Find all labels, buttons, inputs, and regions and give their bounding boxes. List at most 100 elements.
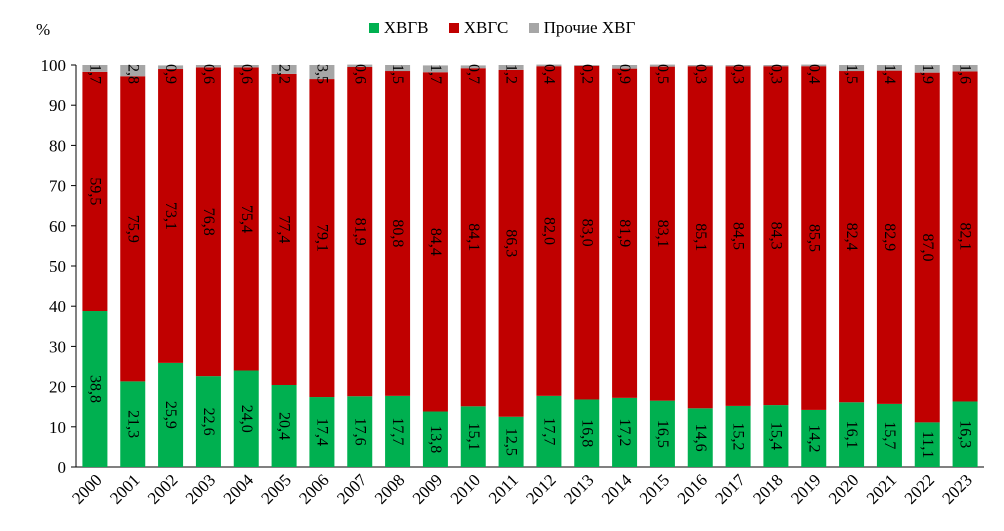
data-label: 3,5 xyxy=(313,64,330,84)
data-label: 14,6 xyxy=(692,424,709,452)
bar-segment-1 xyxy=(347,67,373,397)
data-label: 75,9 xyxy=(124,215,141,243)
data-label: 2,2 xyxy=(276,64,293,84)
data-label: 81,9 xyxy=(616,219,633,247)
bar-segment-2 xyxy=(952,65,978,72)
bar-segment-1 xyxy=(801,66,827,410)
y-tick-label: 80 xyxy=(49,136,66,155)
bar-segment-2 xyxy=(612,65,638,69)
x-tick-label: 2018 xyxy=(749,470,786,507)
data-label: 81,9 xyxy=(351,218,368,246)
legend-swatch-1 xyxy=(448,23,459,33)
bar-segment-1 xyxy=(385,71,411,396)
data-label: 87,0 xyxy=(919,234,936,262)
data-label: 83,1 xyxy=(654,220,671,248)
bar-segment-0 xyxy=(233,370,259,467)
bar-segment-0 xyxy=(725,405,751,467)
bar-segment-0 xyxy=(271,384,297,467)
data-label: 38,8 xyxy=(86,375,103,403)
y-axis-unit-label: % xyxy=(36,20,51,39)
bar-segment-0 xyxy=(82,311,108,467)
x-tick-label: 2014 xyxy=(598,470,636,508)
bar-segment-0 xyxy=(158,362,184,467)
bar-segment-1 xyxy=(687,66,713,409)
bar-segment-0 xyxy=(763,405,789,467)
data-label: 1,2 xyxy=(503,64,520,84)
data-label: 84,1 xyxy=(465,223,482,251)
legend-swatch-2 xyxy=(528,23,539,33)
bar-segment-1 xyxy=(952,71,978,402)
legend-item-1: ХВГС xyxy=(448,18,509,38)
x-tick-label: 2000 xyxy=(68,470,105,507)
data-label: 17,6 xyxy=(351,418,368,446)
data-label: 73,1 xyxy=(162,202,179,230)
x-tick-label: 2011 xyxy=(485,470,522,507)
data-label: 84,4 xyxy=(427,228,444,256)
bar-segment-1 xyxy=(195,67,221,377)
bar-segment-2 xyxy=(574,65,600,66)
data-label: 59,5 xyxy=(86,177,103,205)
legend-label-2: Прочие ХВГ xyxy=(543,18,636,37)
data-label: 0,3 xyxy=(730,64,747,84)
x-tick-label: 2020 xyxy=(825,470,862,507)
data-label: 1,6 xyxy=(957,64,974,84)
x-tick-label: 2003 xyxy=(182,470,219,507)
data-label: 16,5 xyxy=(654,420,671,448)
data-label: 80,8 xyxy=(389,219,406,247)
bar-segment-2 xyxy=(801,64,827,67)
x-tick-label: 2016 xyxy=(674,470,711,507)
bar-segment-0 xyxy=(385,395,411,467)
y-tick-label: 70 xyxy=(49,177,66,196)
y-tick-label: 50 xyxy=(49,257,66,276)
data-label: 82,0 xyxy=(540,217,557,245)
data-label: 0,2 xyxy=(578,64,595,84)
y-tick-label: 0 xyxy=(58,458,67,477)
legend-item-2: Прочие ХВГ xyxy=(528,18,636,38)
data-label: 16,1 xyxy=(843,421,860,449)
bar-segment-2 xyxy=(309,65,335,80)
x-tick-label: 2023 xyxy=(938,470,975,507)
bar-segment-2 xyxy=(649,64,675,67)
data-label: 82,9 xyxy=(881,223,898,251)
bar-segment-2 xyxy=(839,65,865,72)
data-label: 0,6 xyxy=(351,64,368,84)
bar-segment-2 xyxy=(763,65,789,67)
bar-segment-0 xyxy=(460,406,486,467)
bar-segment-0 xyxy=(839,402,865,467)
data-label: 85,5 xyxy=(805,224,822,252)
data-label: 20,4 xyxy=(276,412,293,440)
x-tick-label: 2010 xyxy=(447,470,484,507)
x-tick-label: 2015 xyxy=(636,470,673,507)
bar-segment-0 xyxy=(574,399,600,467)
data-label: 0,5 xyxy=(654,64,671,84)
x-tick-label: 2013 xyxy=(560,470,597,507)
bar-segment-1 xyxy=(536,66,562,396)
data-label: 13,8 xyxy=(427,425,444,453)
bar-segment-2 xyxy=(536,64,562,67)
x-tick-label: 2009 xyxy=(409,470,446,507)
bar-segment-2 xyxy=(82,65,108,72)
bar-segment-0 xyxy=(914,422,940,467)
data-label: 1,4 xyxy=(881,64,898,84)
data-label: 82,4 xyxy=(843,223,860,251)
bar-segment-1 xyxy=(914,72,940,423)
legend: ХВГВ ХВГС Прочие ХВГ xyxy=(0,18,1004,38)
legend-label-1: ХВГС xyxy=(463,18,509,37)
bar-segment-2 xyxy=(422,65,448,73)
bar-segment-2 xyxy=(385,65,411,72)
bar-segment-1 xyxy=(763,66,789,406)
legend-label-0: ХВГВ xyxy=(383,18,429,37)
bar-segment-0 xyxy=(952,401,978,467)
bar-segment-1 xyxy=(120,76,146,382)
bar-segment-1 xyxy=(574,65,600,400)
y-tick-label: 60 xyxy=(49,217,66,236)
data-label: 15,1 xyxy=(465,423,482,451)
bar-segment-2 xyxy=(347,64,373,68)
bar-segment-1 xyxy=(498,69,524,417)
data-label: 17,7 xyxy=(540,417,557,445)
x-tick-label: 2008 xyxy=(371,470,408,507)
data-label: 0,9 xyxy=(162,64,179,84)
data-label: 22,6 xyxy=(200,408,217,436)
data-label: 15,2 xyxy=(730,422,747,450)
data-label: 14,2 xyxy=(805,424,822,452)
